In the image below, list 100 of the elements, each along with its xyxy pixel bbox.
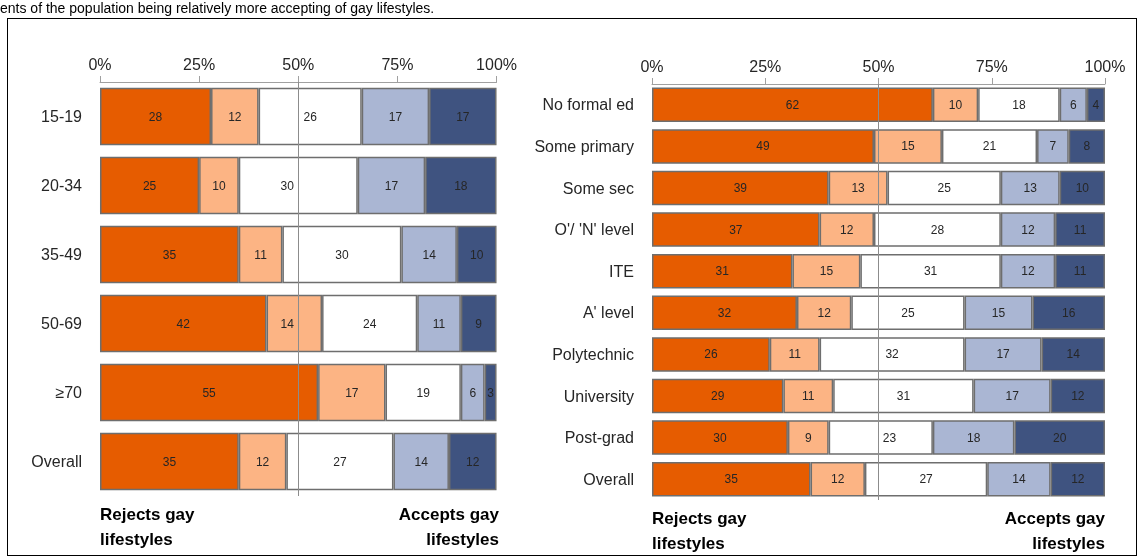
data-label: 15 — [991, 305, 1006, 320]
x-tick-label: 50% — [282, 55, 315, 73]
data-label: 17 — [345, 385, 359, 400]
data-label: 12 — [831, 472, 845, 487]
data-label: 28 — [148, 109, 163, 124]
data-label: 19 — [416, 385, 431, 400]
y-tick-label: O'/ 'N' level — [554, 221, 634, 239]
data-label: 12 — [817, 305, 832, 320]
data-label: 6 — [1069, 97, 1077, 112]
data-label: 16 — [1062, 305, 1076, 320]
data-label: 25 — [901, 305, 915, 320]
x-tick-label: 0% — [88, 55, 112, 73]
text: Rejects gay lifestyles — [652, 508, 748, 555]
data-label: 39 — [733, 181, 748, 195]
data-label: 10 — [948, 97, 963, 112]
data-label: 17 — [456, 109, 470, 124]
data-label: 18 — [1012, 97, 1026, 112]
data-label: 42 — [176, 316, 191, 331]
y-tick-label: 15-19 — [41, 108, 83, 125]
data-label: 37 — [729, 222, 743, 237]
data-label: 32 — [717, 305, 732, 320]
data-label: 12 — [1071, 472, 1085, 487]
y-tick-label: No formal ed — [542, 96, 634, 114]
data-label: 30 — [335, 247, 349, 262]
data-label: 10 — [470, 247, 484, 262]
data-label: 10 — [1075, 181, 1090, 195]
x-tick-label: 75% — [381, 55, 414, 73]
y-tick-label: Some sec — [562, 179, 634, 197]
data-label: 9 — [804, 430, 812, 445]
y-tick-label: Some primary — [534, 137, 634, 155]
data-label: 55 — [202, 385, 217, 400]
data-label: 23 — [882, 430, 897, 445]
data-label: 8 — [1083, 139, 1091, 154]
data-label: 14 — [422, 247, 437, 262]
data-label: 49 — [756, 139, 770, 154]
x-tick-label: 25% — [183, 55, 216, 73]
data-label: 12 — [1021, 222, 1035, 237]
y-tick-label: 35-49 — [41, 246, 83, 263]
data-label: 26 — [704, 347, 718, 362]
data-label: 62 — [785, 97, 800, 112]
data-label: 14 — [1012, 472, 1026, 487]
data-label: 11 — [1073, 264, 1087, 279]
data-label: 18 — [966, 430, 981, 445]
data-label: 31 — [896, 389, 911, 403]
data-label: 27 — [333, 454, 347, 469]
data-label: 15 — [901, 139, 915, 154]
data-label: 28 — [930, 222, 945, 237]
data-label: 15 — [819, 264, 834, 279]
data-label: 11 — [788, 347, 802, 362]
data-label: 9 — [475, 316, 483, 331]
data-label: 17 — [384, 178, 399, 193]
data-label: 12 — [255, 454, 270, 469]
data-label: 12 — [840, 222, 854, 237]
data-label: 12 — [466, 454, 480, 469]
text: Accepts gay lifestyles — [1003, 508, 1105, 555]
data-label: 35 — [724, 472, 739, 487]
data-label: 12 — [1021, 264, 1035, 279]
data-label: 14 — [414, 454, 429, 469]
data-label: 13 — [851, 181, 866, 195]
data-label: 27 — [919, 472, 934, 487]
data-label: 11 — [802, 389, 815, 403]
data-label: 11 — [1073, 222, 1087, 237]
y-tick-label: Polytechnic — [552, 345, 634, 363]
data-label: 30 — [713, 430, 727, 445]
data-label: 14 — [280, 316, 295, 331]
data-label: 4 — [1092, 97, 1100, 112]
data-label: 14 — [1066, 347, 1081, 362]
data-label: 11 — [254, 247, 268, 262]
y-tick-label: ITE — [609, 262, 634, 280]
x-tick-label: 100% — [476, 55, 517, 73]
data-label: 17 — [388, 109, 403, 124]
data-label: 31 — [715, 264, 730, 279]
data-label: 32 — [885, 347, 900, 362]
data-label: 24 — [362, 316, 377, 331]
data-label: 21 — [982, 139, 997, 154]
y-tick-label: A' level — [582, 304, 634, 322]
data-label: 30 — [280, 178, 295, 193]
data-label: 12 — [228, 109, 242, 124]
data-label: 7 — [1049, 139, 1057, 154]
y-tick-label: ≥70 — [55, 384, 83, 401]
data-label: 17 — [1005, 389, 1020, 403]
data-label: 35 — [162, 247, 177, 262]
data-label: 6 — [469, 385, 477, 400]
x-tick-label: 0% — [640, 57, 664, 75]
data-label: 10 — [212, 178, 226, 193]
text: Rejects gay lifestyles — [100, 504, 196, 551]
y-tick-label: 50-69 — [41, 315, 83, 332]
data-label: 3 — [487, 385, 495, 400]
data-label: 12 — [1071, 389, 1085, 403]
data-label: 13 — [1023, 181, 1038, 195]
data-label: 25 — [142, 178, 157, 193]
data-label: 20 — [1053, 430, 1067, 445]
data-label: 35 — [162, 454, 177, 469]
y-tick-label: University — [563, 387, 634, 405]
data-label: 29 — [711, 389, 725, 403]
y-tick-label: 20-34 — [41, 177, 83, 194]
data-label: 11 — [432, 316, 446, 331]
data-label: 31 — [923, 264, 938, 279]
x-tick-label: 75% — [975, 57, 1008, 75]
chart-title: ents of the population being relatively more accepting of gay lifestyles. — [0, 0, 435, 16]
